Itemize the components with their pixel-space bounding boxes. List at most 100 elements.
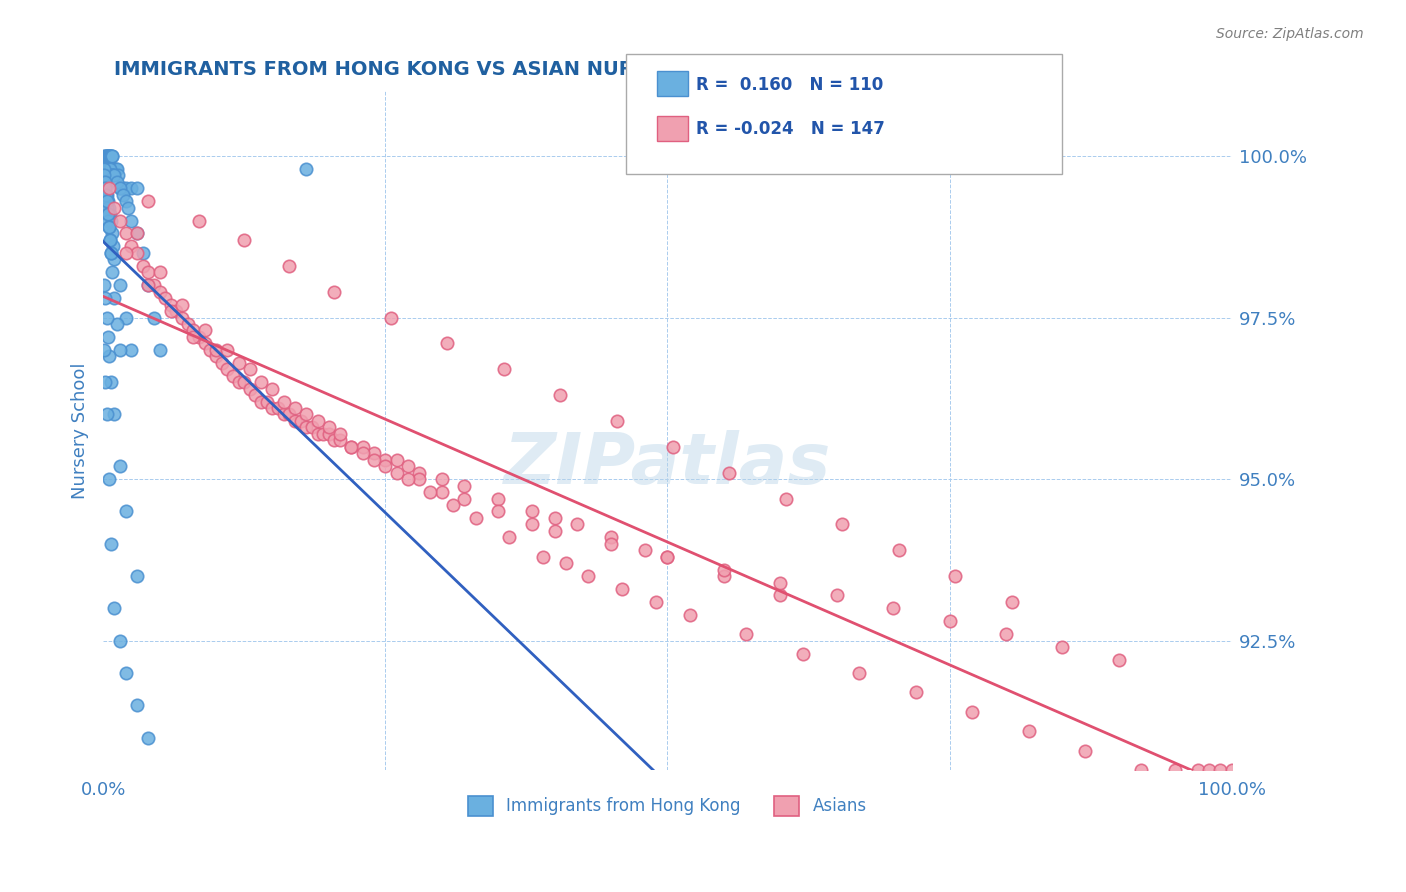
Point bbox=[98, 233, 121, 247]
Point bbox=[101, 149, 124, 163]
Point bbox=[183, 323, 205, 337]
Text: R = -0.024   N = 147: R = -0.024 N = 147 bbox=[696, 120, 884, 138]
Point bbox=[1209, 763, 1232, 777]
Point bbox=[363, 452, 385, 467]
Point bbox=[679, 607, 702, 622]
Point bbox=[103, 601, 125, 615]
Point bbox=[94, 375, 117, 389]
Point bbox=[250, 375, 273, 389]
Point bbox=[97, 472, 120, 486]
Point bbox=[200, 343, 222, 357]
Point bbox=[101, 265, 124, 279]
Text: ZIPatlas: ZIPatlas bbox=[503, 430, 831, 499]
Point bbox=[131, 245, 153, 260]
Point bbox=[97, 149, 120, 163]
Point bbox=[96, 194, 118, 209]
Point bbox=[114, 245, 136, 260]
Point bbox=[352, 440, 374, 454]
Point bbox=[136, 265, 159, 279]
Point bbox=[430, 485, 453, 500]
Point bbox=[645, 595, 668, 609]
Point bbox=[120, 213, 142, 227]
Point bbox=[848, 666, 870, 681]
Point bbox=[612, 582, 634, 596]
Point bbox=[166, 304, 188, 318]
Point bbox=[960, 705, 983, 719]
Point bbox=[385, 452, 408, 467]
Point bbox=[307, 414, 329, 428]
Point bbox=[101, 227, 124, 241]
Point bbox=[103, 161, 125, 176]
Point bbox=[396, 472, 419, 486]
Point bbox=[172, 297, 194, 311]
Point bbox=[100, 245, 122, 260]
Point bbox=[565, 517, 588, 532]
Point bbox=[100, 149, 122, 163]
Point bbox=[1001, 595, 1024, 609]
Point bbox=[256, 394, 278, 409]
Point bbox=[205, 343, 228, 357]
Point bbox=[94, 181, 117, 195]
Point bbox=[887, 543, 910, 558]
Point bbox=[97, 349, 120, 363]
Point bbox=[125, 227, 148, 241]
Point bbox=[103, 252, 125, 267]
Point bbox=[120, 239, 142, 253]
Point bbox=[408, 472, 430, 486]
Point bbox=[131, 259, 153, 273]
Point bbox=[278, 259, 301, 273]
Point bbox=[108, 343, 131, 357]
Point bbox=[634, 543, 657, 558]
Point bbox=[228, 375, 250, 389]
Point bbox=[114, 181, 136, 195]
Point bbox=[938, 615, 960, 629]
Point bbox=[239, 382, 262, 396]
Point bbox=[657, 549, 679, 564]
Point bbox=[96, 149, 118, 163]
Point bbox=[228, 356, 250, 370]
Point bbox=[103, 169, 125, 183]
Point bbox=[97, 149, 120, 163]
Point bbox=[148, 343, 170, 357]
Point bbox=[222, 368, 245, 383]
Point bbox=[825, 589, 848, 603]
Point bbox=[520, 504, 543, 518]
Point bbox=[112, 181, 135, 195]
Point bbox=[120, 343, 142, 357]
Point bbox=[94, 149, 117, 163]
Point bbox=[97, 219, 120, 234]
Point bbox=[735, 627, 758, 641]
Point bbox=[105, 317, 128, 331]
Point bbox=[153, 291, 176, 305]
Point bbox=[114, 194, 136, 209]
Point bbox=[142, 278, 165, 293]
Point bbox=[548, 388, 571, 402]
Point bbox=[453, 491, 475, 506]
Point bbox=[453, 478, 475, 492]
Point bbox=[307, 426, 329, 441]
Point bbox=[93, 161, 115, 176]
Text: IMMIGRANTS FROM HONG KONG VS ASIAN NURSERY SCHOOL CORRELATION CHART: IMMIGRANTS FROM HONG KONG VS ASIAN NURSE… bbox=[114, 60, 1026, 78]
Point bbox=[125, 245, 148, 260]
Point bbox=[273, 394, 295, 409]
Point bbox=[125, 569, 148, 583]
Point bbox=[100, 537, 122, 551]
Point bbox=[98, 207, 121, 221]
Point bbox=[329, 434, 352, 448]
Point bbox=[108, 181, 131, 195]
Point bbox=[97, 181, 120, 195]
Point bbox=[100, 245, 122, 260]
Point bbox=[657, 549, 679, 564]
Point bbox=[554, 556, 576, 570]
Point bbox=[205, 349, 228, 363]
Point bbox=[136, 194, 159, 209]
Point bbox=[194, 336, 217, 351]
Point bbox=[543, 511, 565, 525]
Point bbox=[290, 414, 312, 428]
Point bbox=[94, 175, 117, 189]
Point bbox=[363, 446, 385, 460]
Point bbox=[436, 336, 458, 351]
Point bbox=[101, 169, 124, 183]
Point bbox=[329, 426, 352, 441]
Point bbox=[96, 149, 118, 163]
